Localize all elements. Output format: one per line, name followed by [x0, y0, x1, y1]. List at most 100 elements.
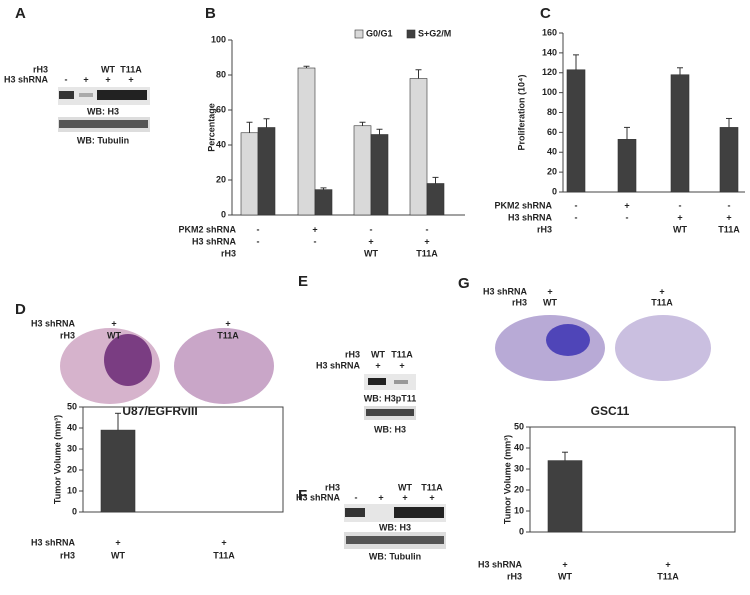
- y-tick-label: 40: [216, 139, 226, 149]
- blot-label: WB: H3: [87, 106, 119, 116]
- condition-name: H3 shRNA: [316, 360, 361, 370]
- condition-name: H3 shRNA: [478, 559, 523, 569]
- condition-name: rH3: [33, 64, 48, 74]
- band: [366, 409, 414, 416]
- condition-name: rH3: [221, 248, 236, 258]
- blot-label: WB: H3: [379, 522, 411, 532]
- panel-label: C: [540, 5, 551, 22]
- bar: [100, 429, 136, 513]
- condition-label: T11A: [416, 248, 438, 258]
- error-bar: [115, 412, 121, 431]
- band: [368, 378, 386, 385]
- y-tick-label: 80: [547, 107, 557, 117]
- condition-label: +: [221, 537, 226, 547]
- condition-label: +: [399, 360, 404, 370]
- band: [394, 380, 408, 384]
- error-bar: [303, 65, 310, 68]
- bar: [617, 139, 637, 193]
- condition-label: +: [105, 74, 110, 84]
- condition-label: WT: [673, 224, 687, 234]
- condition-label: -: [257, 224, 260, 234]
- y-tick-label: 120: [542, 67, 557, 77]
- error-bar: [359, 121, 366, 126]
- y-tick-label: 40: [547, 147, 557, 157]
- condition-name: H3 shRNA: [296, 492, 341, 502]
- condition-label: -: [575, 212, 578, 222]
- y-tick-label: 30: [514, 463, 524, 473]
- y-tick-label: 60: [547, 127, 557, 137]
- condition-name: rH3: [512, 297, 527, 307]
- y-tick-label: 50: [67, 401, 77, 411]
- bar: [257, 127, 276, 216]
- condition-label: -: [257, 236, 260, 246]
- error-bar: [246, 121, 253, 133]
- condition-label: +: [368, 236, 373, 246]
- y-tick-label: 0: [552, 186, 557, 196]
- condition-label: +: [83, 74, 88, 84]
- condition-name: H3 shRNA: [192, 236, 237, 246]
- condition-name: PKM2 shRNA: [178, 224, 236, 234]
- caption: GSC11: [591, 404, 630, 418]
- bar: [297, 67, 316, 216]
- y-tick-label: 0: [72, 506, 77, 516]
- condition-label: +: [547, 286, 552, 296]
- condition-label: -: [575, 200, 578, 210]
- condition-label: +: [312, 224, 317, 234]
- y-tick-label: 0: [221, 209, 226, 219]
- blot-label: WB: H3: [374, 424, 406, 434]
- condition-label: T11A: [120, 64, 142, 74]
- bar: [719, 127, 739, 193]
- y-tick-label: 40: [514, 442, 524, 452]
- condition-label: T11A: [421, 482, 443, 492]
- caption: U87/EGFRvIII: [122, 404, 197, 418]
- panel-label: A: [15, 5, 26, 22]
- condition-label: -: [426, 224, 429, 234]
- y-tick-label: 160: [542, 27, 557, 37]
- band: [79, 93, 93, 97]
- legend-label: G0/G1: [366, 28, 393, 38]
- y-tick-label: 30: [67, 443, 77, 453]
- condition-label: -: [370, 224, 373, 234]
- y-tick-label: 20: [216, 174, 226, 184]
- condition-label: T11A: [651, 297, 673, 307]
- error-bar: [263, 118, 270, 128]
- legend-swatch: [406, 29, 416, 39]
- band: [59, 120, 148, 128]
- condition-label: +: [225, 318, 230, 328]
- condition-label: +: [624, 200, 629, 210]
- condition-name: rH3: [60, 330, 75, 340]
- condition-label: -: [679, 200, 682, 210]
- y-tick-label: 20: [67, 464, 77, 474]
- condition-label: +: [111, 318, 116, 328]
- panel-label: E: [298, 273, 308, 290]
- condition-label: +: [402, 492, 407, 502]
- brain-section: [174, 328, 274, 404]
- y-axis-title: Percentage: [206, 103, 216, 152]
- error-bar: [562, 451, 568, 461]
- condition-name: rH3: [325, 482, 340, 492]
- y-tick-label: 140: [542, 47, 557, 57]
- panel-label: G: [458, 275, 470, 292]
- band: [345, 508, 365, 517]
- error-bar: [624, 126, 630, 140]
- error-bar: [320, 187, 327, 190]
- y-tick-label: 10: [67, 485, 77, 495]
- y-tick-label: 20: [514, 484, 524, 494]
- error-bar: [376, 128, 383, 135]
- error-bar: [726, 117, 732, 128]
- bar: [547, 460, 583, 533]
- condition-label: T11A: [657, 571, 679, 581]
- blot-label: WB: Tubulin: [77, 135, 129, 145]
- condition-label: WT: [398, 482, 412, 492]
- y-tick-label: 80: [216, 69, 226, 79]
- bar: [353, 125, 372, 216]
- y-axis-title: Proliferation (10⁴): [516, 75, 526, 151]
- condition-label: +: [659, 286, 664, 296]
- y-tick-label: 100: [542, 87, 557, 97]
- bar: [670, 74, 690, 193]
- condition-label: -: [65, 74, 68, 84]
- condition-label: -: [626, 212, 629, 222]
- bar: [240, 132, 259, 216]
- legend-label: S+G2/M: [418, 28, 451, 38]
